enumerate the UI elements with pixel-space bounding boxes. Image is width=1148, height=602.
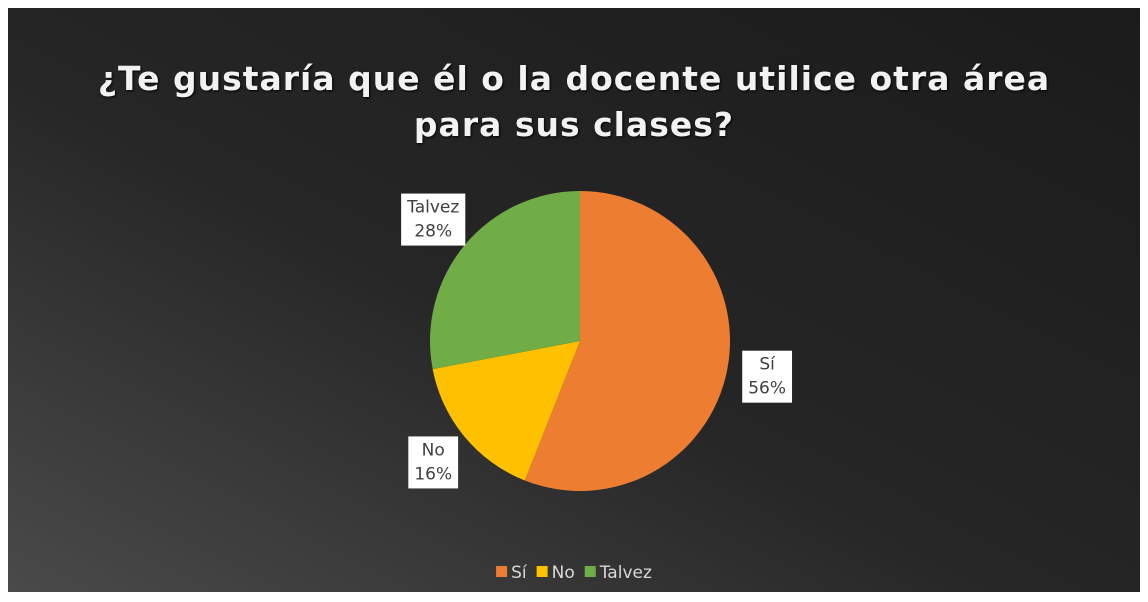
data-labels: Sí 56% No 16% Talvez 28% — [401, 193, 793, 489]
legend-label: No — [552, 563, 575, 583]
pie-slice — [432, 341, 580, 481]
legend-swatch — [496, 566, 508, 577]
data-label-value: 56% — [748, 379, 786, 399]
legend-label: Talvez — [599, 563, 652, 583]
pie-slice — [524, 191, 730, 491]
pie — [430, 191, 730, 491]
data-label-category: No — [422, 440, 445, 460]
data-label-category: Sí — [759, 355, 776, 375]
data-label-box — [401, 193, 466, 246]
data-label-value: 16% — [414, 464, 452, 484]
data-label-box — [408, 436, 459, 489]
data-label-value: 28% — [414, 222, 452, 242]
legend-swatch — [536, 566, 548, 577]
data-label-category: Talvez — [406, 198, 459, 218]
data-label-box — [742, 350, 793, 403]
legend-swatch — [584, 566, 596, 577]
chart-title: ¿Te gustaría que él o la docente utilice… — [97, 59, 1051, 144]
pie-slice — [430, 191, 580, 370]
legend-label: Sí — [511, 563, 528, 583]
legend: Sí No Talvez — [496, 563, 652, 583]
